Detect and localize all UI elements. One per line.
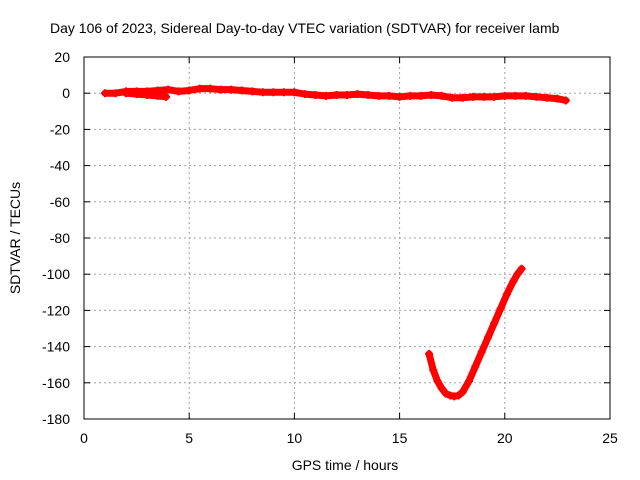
data-point <box>195 84 204 93</box>
data-point <box>269 88 278 97</box>
x-tick-label: 25 <box>602 430 618 446</box>
data-point <box>153 91 162 100</box>
data-point <box>500 91 509 100</box>
data-point <box>441 389 450 398</box>
data-point <box>553 94 562 103</box>
data-point <box>216 85 225 94</box>
label-layer: 0 5 10 15 20 25 20 0 -20 -40 -60 -80 -100 -120 -140 -16… <box>42 49 618 446</box>
data-point <box>437 384 446 393</box>
data-point <box>483 333 492 342</box>
y-tick-label: 0 <box>62 85 70 101</box>
data-point <box>509 277 518 286</box>
y-tick-label: -160 <box>42 375 70 391</box>
data-point <box>237 86 246 95</box>
data-point <box>101 89 110 98</box>
chart-title: Day 106 of 2023, Sidereal Day-to-day VTE… <box>50 20 560 36</box>
y-tick-label: -40 <box>50 158 70 174</box>
data-point <box>174 87 183 96</box>
series-near-zero-trace <box>101 84 570 105</box>
tick-layer <box>83 56 611 420</box>
data-point <box>458 93 467 102</box>
data-point <box>502 290 511 299</box>
data-point <box>427 91 436 100</box>
data-point <box>395 92 404 101</box>
data-point <box>490 92 499 101</box>
y-tick-label: -60 <box>50 194 70 210</box>
data-point <box>561 96 570 105</box>
data-point <box>385 91 394 100</box>
data-point <box>496 304 505 313</box>
data-point <box>406 91 415 100</box>
data-point <box>353 90 362 99</box>
data-point <box>290 88 299 97</box>
data-point <box>429 366 438 375</box>
y-tick-label: -120 <box>42 302 70 318</box>
data-layer <box>101 84 570 401</box>
data-point <box>321 91 330 100</box>
data-point <box>448 93 457 102</box>
data-point <box>206 84 215 93</box>
y-tick-label: -100 <box>42 266 70 282</box>
series-near-zero-side-segment <box>122 89 171 101</box>
data-point <box>437 91 446 100</box>
data-point <box>279 88 288 97</box>
data-point <box>479 92 488 101</box>
data-point <box>300 90 309 99</box>
data-point <box>162 92 171 101</box>
data-point <box>122 89 131 98</box>
data-point <box>513 270 522 279</box>
y-tick-label: -180 <box>42 411 70 427</box>
data-point <box>433 376 442 385</box>
data-point <box>490 319 499 328</box>
y-tick-label: -80 <box>50 230 70 246</box>
x-tick-label: 5 <box>185 430 193 446</box>
data-point <box>185 86 194 95</box>
data-point <box>517 264 526 273</box>
data-point <box>416 91 425 100</box>
y-tick-label: -20 <box>50 121 70 137</box>
x-tick-label: 0 <box>80 430 88 446</box>
data-point <box>343 91 351 100</box>
y-tick-label: -140 <box>42 339 70 355</box>
x-tick-label: 15 <box>392 430 408 446</box>
data-point <box>465 376 474 385</box>
x-axis-title: GPS time / hours <box>292 457 399 473</box>
x-tick-label: 10 <box>287 430 303 446</box>
data-point <box>477 348 486 357</box>
data-point <box>454 391 463 400</box>
y-tick-label: 20 <box>54 49 70 65</box>
data-point <box>542 93 551 102</box>
plot-frame <box>83 56 611 420</box>
data-point <box>332 91 341 100</box>
data-point <box>458 387 467 396</box>
data-point <box>521 91 530 100</box>
data-point <box>511 91 520 100</box>
data-point <box>164 85 173 94</box>
data-point <box>143 91 152 100</box>
data-point <box>132 90 141 99</box>
data-point <box>258 88 267 97</box>
series-line <box>425 265 526 400</box>
x-tick-label: 20 <box>497 430 513 446</box>
data-point <box>532 92 541 101</box>
data-point <box>227 85 236 94</box>
data-point <box>364 91 373 100</box>
data-point <box>248 87 257 96</box>
grid-layer <box>84 57 610 419</box>
data-point <box>374 91 383 100</box>
data-point <box>311 91 320 100</box>
data-point <box>111 89 120 98</box>
data-point <box>425 349 434 358</box>
data-point <box>471 362 480 371</box>
data-point <box>469 92 478 101</box>
y-axis-title: SDTVAR / TECUs <box>7 182 23 294</box>
series-dip-trace <box>425 264 526 401</box>
